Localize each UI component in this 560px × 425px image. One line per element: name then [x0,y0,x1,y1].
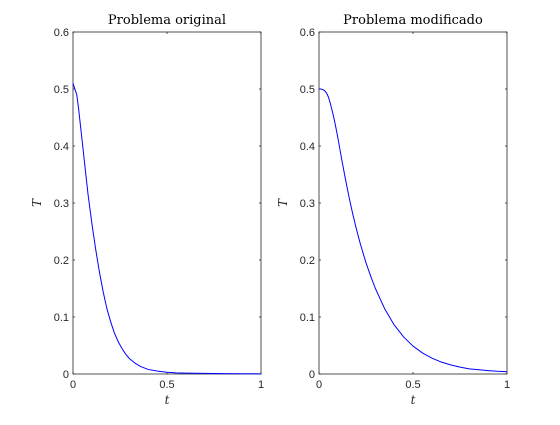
x-tick-label: 1 [258,379,264,391]
y-tick-label: 0.1 [54,312,69,324]
y-tick-label: 0.5 [54,84,69,96]
axes-box [318,31,508,375]
x-tick-label: 1 [504,379,510,391]
x-tick-label: 0.5 [405,379,420,391]
y-tick-label: 0.2 [300,255,315,267]
x-tick-label: 0 [70,379,76,391]
y-tick-label: 0.4 [54,141,69,153]
x-tick-label: 0.5 [159,379,174,391]
x-axis-label: t [165,393,170,407]
plot-title: Problema modificado [343,13,483,28]
y-tick-label: 0.2 [54,255,69,267]
y-tick-label: 0.1 [300,312,315,324]
y-tick-label: 0.6 [54,27,69,39]
y-tick-label: 0.3 [54,198,69,210]
y-tick-label: 0.6 [300,27,315,39]
y-axis-label: T [30,198,44,207]
y-tick-label: 0.3 [300,198,315,210]
y-tick-label: 0.5 [300,84,315,96]
axes-box [72,31,262,375]
y-axis-label: T [276,198,290,207]
plot-title: Problema original [108,13,226,28]
x-axis-label: t [411,393,416,407]
y-tick-label: 0.4 [300,141,315,153]
series-line-1 [72,83,262,375]
subplot-1: 0 0.5 1 0 0.1 0.2 0.3 0.4 0.5 0.6 Problema origina… [30,13,264,407]
series-line-1 [319,88,508,373]
y-tick-label: 0 [309,369,315,381]
subplot-2: 0 0.5 1 0 0.1 0.2 0.3 0.4 0.5 0.6 Problema modific… [276,13,510,407]
y-tick-label: 0 [63,369,69,381]
x-tick-label: 0 [316,379,322,391]
